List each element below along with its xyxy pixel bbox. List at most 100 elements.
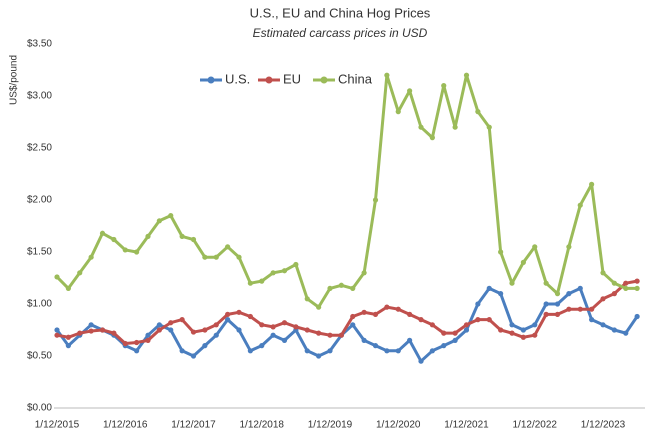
point (168, 327, 174, 333)
x-tick-label: 1/12/2020 (376, 420, 421, 431)
point (463, 327, 470, 333)
point (111, 330, 117, 336)
point (611, 327, 617, 333)
y-tick-label: $2.50 (27, 143, 52, 154)
legend-label: U.S. (225, 71, 250, 86)
point (304, 327, 310, 333)
point (281, 268, 288, 274)
point (407, 88, 413, 94)
point (554, 311, 561, 317)
point (304, 348, 310, 354)
x-tick-label: 1/12/2018 (240, 420, 285, 431)
point (99, 230, 106, 236)
point (316, 304, 322, 310)
point (486, 124, 492, 130)
point (134, 249, 140, 255)
point (452, 330, 458, 336)
point (634, 285, 640, 291)
point (225, 244, 231, 250)
point (543, 301, 549, 307)
y-tick-label: $1.00 (27, 299, 52, 310)
point (225, 311, 231, 317)
point (281, 320, 288, 326)
point (213, 322, 219, 328)
y-tick-label: $3.00 (27, 91, 52, 102)
point (634, 313, 640, 320)
point (145, 332, 151, 338)
point (441, 343, 447, 349)
point (611, 280, 617, 286)
point (395, 348, 401, 354)
point (156, 322, 162, 328)
point (429, 322, 435, 328)
point (566, 244, 572, 250)
legend-label: China (338, 71, 373, 86)
point (623, 330, 629, 336)
point (475, 109, 481, 115)
point (589, 181, 595, 187)
y-tick-label: $0.00 (27, 403, 52, 414)
point (577, 306, 583, 312)
point (463, 322, 470, 328)
point (77, 270, 83, 276)
point (213, 254, 219, 260)
point (327, 332, 333, 338)
point (88, 328, 94, 334)
point (259, 322, 265, 328)
point (281, 337, 288, 343)
point (554, 301, 561, 307)
point (179, 233, 185, 239)
point (600, 270, 606, 276)
point (532, 322, 538, 328)
point (407, 337, 413, 343)
point (566, 306, 572, 312)
point (168, 320, 174, 326)
point (520, 327, 526, 333)
point (54, 332, 60, 338)
point (65, 334, 71, 340)
point (361, 309, 367, 315)
y-tick-label: $0.50 (27, 351, 52, 362)
point (475, 301, 481, 307)
point (509, 280, 515, 286)
series-line (56, 279, 638, 346)
point (634, 278, 640, 284)
point (54, 274, 60, 280)
point (88, 254, 94, 260)
point (247, 348, 253, 354)
point (395, 306, 401, 312)
point (338, 282, 344, 288)
point (270, 270, 276, 276)
point (134, 339, 140, 346)
point (179, 317, 185, 323)
point (77, 330, 83, 336)
point (372, 343, 379, 349)
point (65, 285, 71, 291)
point (520, 259, 526, 265)
point (407, 311, 413, 317)
point (122, 247, 128, 253)
point (327, 285, 333, 291)
x-tick-label: 1/12/2016 (103, 420, 148, 431)
point (270, 324, 276, 330)
point (316, 353, 322, 359)
point (429, 135, 435, 141)
point (554, 291, 561, 297)
point (498, 291, 504, 297)
point (259, 343, 265, 349)
point (247, 280, 253, 286)
point (589, 306, 595, 312)
point (498, 249, 504, 255)
x-tick-label: 1/12/2023 (581, 420, 626, 431)
point (577, 202, 583, 208)
point (395, 109, 401, 115)
point (247, 313, 253, 320)
x-tick-label: 1/12/2015 (35, 420, 80, 431)
point (236, 309, 242, 315)
point (168, 213, 174, 219)
y-axis-label: US$/pound (9, 55, 20, 105)
point (145, 233, 151, 239)
point (88, 322, 94, 328)
y-tick-label: $1.50 (27, 247, 52, 258)
point (361, 337, 367, 343)
